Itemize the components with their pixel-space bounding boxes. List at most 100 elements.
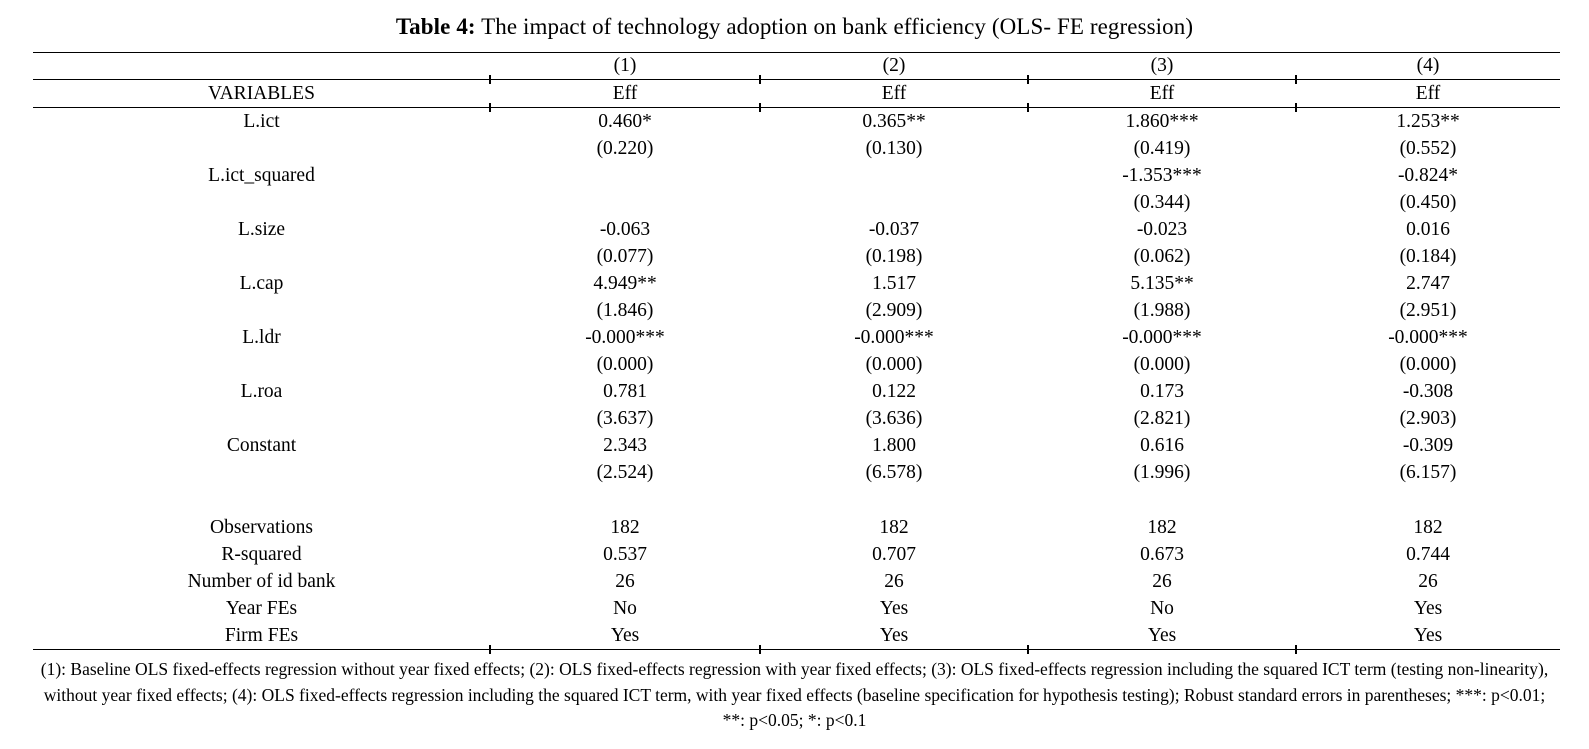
coefficient-cell bbox=[760, 162, 1028, 189]
se-cell: (2.903) bbox=[1399, 408, 1457, 429]
stat-value: 26 bbox=[615, 571, 635, 592]
coefficient-cell: -0.023 bbox=[1136, 219, 1188, 240]
table-row: R-squared 0.537 0.707 0.673 0.744 bbox=[33, 541, 1560, 568]
se-cell: (6.578) bbox=[865, 462, 923, 483]
coefficient-cell: 1.517 bbox=[872, 273, 916, 294]
coefficient-cell: 0.016 bbox=[1406, 219, 1450, 240]
spacer-cell bbox=[33, 243, 490, 270]
dep-var-cell: Eff bbox=[759, 80, 1028, 112]
se-cell: (2.909) bbox=[865, 300, 923, 321]
stat-value: 26 bbox=[884, 571, 904, 592]
coefficient-cell: 0.173 bbox=[1140, 381, 1184, 402]
table-row: Firm FEs Yes Yes Yes Yes bbox=[33, 622, 1560, 654]
se-cell: (0.184) bbox=[1399, 246, 1457, 267]
stat-value: 182 bbox=[610, 517, 640, 538]
table-row: Number of id bank 26 26 26 26 bbox=[33, 568, 1560, 595]
se-cell: (0.077) bbox=[596, 246, 654, 267]
table-row: Observations 182 182 182 182 bbox=[33, 514, 1560, 541]
coefficient-cell: 5.135** bbox=[1130, 273, 1194, 294]
table-row: L.ict_squared -1.353*** -0.824* bbox=[33, 162, 1560, 189]
table-row bbox=[33, 486, 1560, 514]
se-cell: (0.552) bbox=[1399, 138, 1457, 159]
spacer-cell bbox=[33, 189, 490, 216]
table-caption: The impact of technology adoption on ban… bbox=[475, 14, 1194, 39]
stat-value: 26 bbox=[1152, 571, 1172, 592]
table-row: (0.220) (0.130) (0.419) (0.552) bbox=[33, 135, 1560, 162]
variable-label: L.ldr bbox=[242, 327, 281, 348]
table-row: L.ict 0.460* 0.365** 1.860*** 1.253** bbox=[33, 108, 1560, 135]
se-cell: (0.000) bbox=[1399, 354, 1457, 375]
stat-value: 0.673 bbox=[1140, 544, 1184, 565]
table-footnote: (1): Baseline OLS fixed-effects regressi… bbox=[40, 659, 1549, 730]
coefficient-cell: 1.860*** bbox=[1125, 111, 1199, 132]
stat-value: Yes bbox=[1413, 598, 1443, 619]
stat-value: Yes bbox=[879, 598, 909, 619]
stat-value: 182 bbox=[1413, 517, 1443, 538]
table-row: L.ldr -0.000*** -0.000*** -0.000*** -0.000**… bbox=[33, 324, 1560, 351]
coefficient-cell: -0.063 bbox=[599, 219, 651, 240]
table-number: Table 4: bbox=[395, 14, 476, 39]
table-title: Table 4: The impact of technology adopti… bbox=[0, 0, 1589, 52]
spacer-cell bbox=[760, 486, 1028, 514]
coefficient-cell: 0.781 bbox=[603, 381, 647, 402]
table-row: Year FEs No Yes No Yes bbox=[33, 595, 1560, 622]
table-row: L.cap 4.949** 1.517 5.135** 2.747 bbox=[33, 270, 1560, 297]
spacer-cell bbox=[1028, 486, 1296, 514]
se-cell: (3.637) bbox=[596, 408, 654, 429]
coefficient-cell: -0.309 bbox=[1402, 435, 1454, 456]
table-row: L.roa 0.781 0.122 0.173 -0.308 bbox=[33, 378, 1560, 405]
spacer-cell bbox=[33, 53, 490, 79]
coefficient-cell: -0.308 bbox=[1402, 381, 1454, 402]
coefficient-cell: 1.800 bbox=[872, 435, 916, 456]
se-cell: (0.000) bbox=[596, 354, 654, 375]
spacer-cell bbox=[33, 135, 490, 162]
stat-label: R-squared bbox=[221, 544, 302, 565]
stat-value: 182 bbox=[1147, 517, 1177, 538]
stat-label: Observations bbox=[210, 517, 313, 538]
se-cell: (2.524) bbox=[596, 462, 654, 483]
spacer-cell bbox=[33, 459, 490, 486]
se-cell: (3.636) bbox=[865, 408, 923, 429]
stat-label: Year FEs bbox=[225, 598, 298, 619]
regression-table: (1) (2) (3) (4) VARIABLES Eff Eff Eff Ef… bbox=[33, 52, 1560, 654]
se-cell: (0.198) bbox=[865, 246, 923, 267]
stat-value: 182 bbox=[879, 517, 909, 538]
se-cell: (1.988) bbox=[1133, 300, 1191, 321]
stat-value: 0.744 bbox=[1406, 544, 1450, 565]
se-cell: (0.419) bbox=[1133, 138, 1191, 159]
table-row: (0.000) (0.000) (0.000) (0.000) bbox=[33, 351, 1560, 378]
dep-var-cell: Eff bbox=[1027, 80, 1296, 112]
stat-value: Yes bbox=[1027, 622, 1296, 654]
stat-value: 0.707 bbox=[872, 544, 916, 565]
model-number: (2) bbox=[759, 53, 1028, 84]
se-cell bbox=[760, 189, 1028, 216]
se-cell: (0.344) bbox=[1133, 192, 1191, 213]
dep-var-row: VARIABLES Eff Eff Eff Eff bbox=[33, 80, 1560, 112]
coefficient-cell bbox=[490, 162, 760, 189]
spacer-cell bbox=[490, 486, 760, 514]
variables-header: VARIABLES bbox=[208, 83, 315, 104]
coefficient-cell: 0.122 bbox=[872, 381, 916, 402]
table-row: (0.077) (0.198) (0.062) (0.184) bbox=[33, 243, 1560, 270]
coefficient-cell: 0.365** bbox=[862, 111, 926, 132]
stat-label: Number of id bank bbox=[187, 571, 336, 592]
spacer-cell bbox=[33, 297, 490, 324]
coefficient-cell: -0.000*** bbox=[585, 327, 665, 348]
se-cell: (1.996) bbox=[1133, 462, 1191, 483]
stat-value: Yes bbox=[1295, 622, 1560, 654]
model-number-row: (1) (2) (3) (4) bbox=[33, 52, 1560, 84]
variable-label: L.size bbox=[237, 219, 286, 240]
variable-label: L.ict bbox=[243, 111, 280, 132]
se-cell: (0.450) bbox=[1399, 192, 1457, 213]
table-row: (0.344) (0.450) bbox=[33, 189, 1560, 216]
variable-label: L.ict_squared bbox=[208, 165, 315, 186]
coefficient-cell: 1.253** bbox=[1396, 111, 1460, 132]
se-cell: (2.951) bbox=[1399, 300, 1457, 321]
coefficient-cell: 0.616 bbox=[1140, 435, 1184, 456]
table-row: (1.846) (2.909) (1.988) (2.951) bbox=[33, 297, 1560, 324]
coefficient-cell: 2.747 bbox=[1406, 273, 1450, 294]
model-number: (1) bbox=[489, 53, 760, 84]
table-row: Constant 2.343 1.800 0.616 -0.309 bbox=[33, 432, 1560, 459]
variable-label: L.roa bbox=[240, 381, 283, 402]
se-cell: (0.130) bbox=[865, 138, 923, 159]
